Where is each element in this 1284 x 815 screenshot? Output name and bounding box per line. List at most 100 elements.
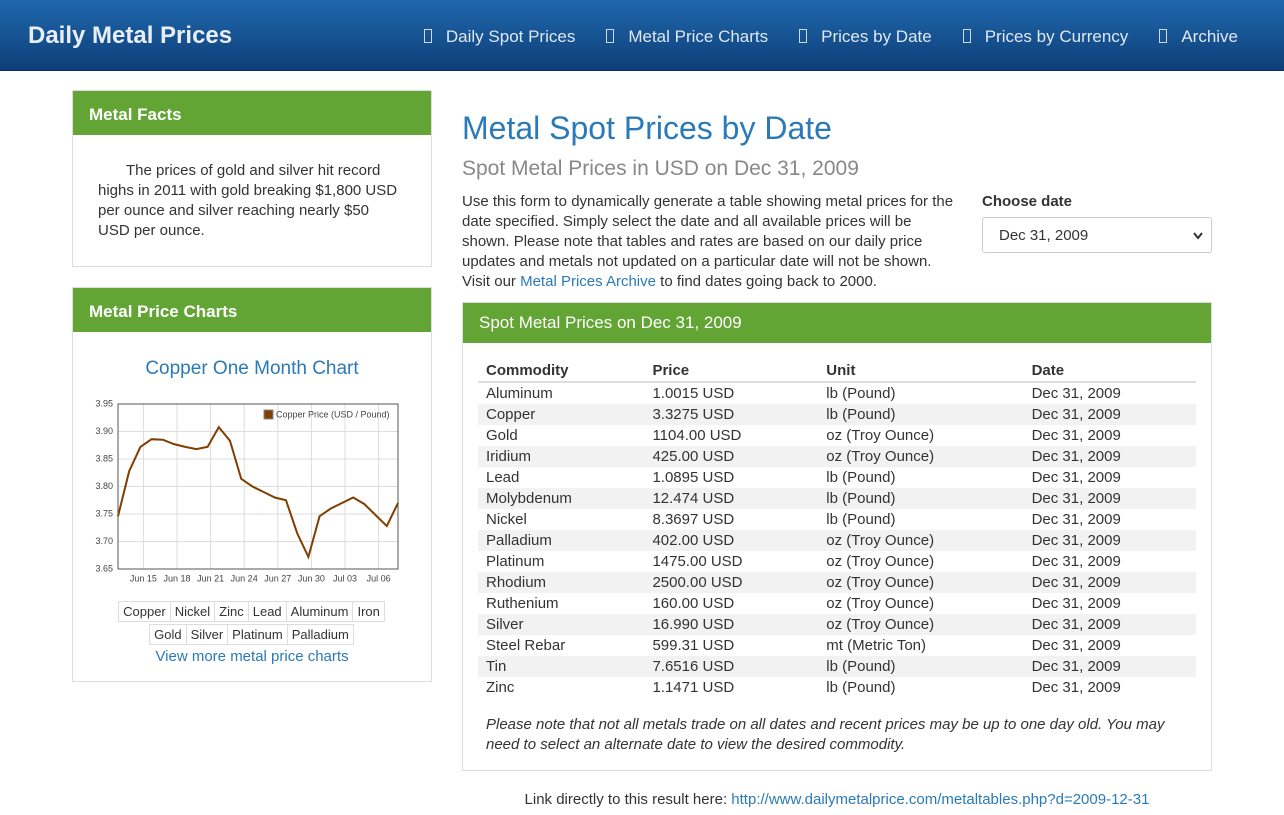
table-cell: 12.474 USD xyxy=(644,488,819,509)
y-tick-label: 3.80 xyxy=(95,481,113,491)
table-cell: Dec 31, 2009 xyxy=(1023,656,1196,677)
metal-button[interactable]: Palladium xyxy=(286,624,354,645)
nav-link[interactable]: Prices by Date xyxy=(799,27,932,47)
archive-link[interactable]: Metal Prices Archive xyxy=(520,273,656,290)
table-cell: oz (Troy Ounce) xyxy=(818,614,1024,635)
legend-label: Copper Price (USD / Pound) xyxy=(276,409,390,419)
table-cell: 1.0015 USD xyxy=(652,385,735,402)
nav-link[interactable]: Archive xyxy=(1159,27,1238,47)
table-cell: Aluminum xyxy=(486,385,553,402)
table-cell: Dec 31, 2009 xyxy=(1031,511,1121,528)
table-cell: Dec 31, 2009 xyxy=(1023,404,1196,425)
panel-title: Metal Price Charts xyxy=(73,288,431,332)
table-cell: Dec 31, 2009 xyxy=(1023,530,1196,551)
table-cell: Tin xyxy=(478,656,645,677)
y-tick-label: 3.70 xyxy=(95,536,113,546)
x-tick-label: Jun 15 xyxy=(130,573,157,583)
table-row: Nickel 8.3697 USD lb (Pound) Dec 31, 2009 xyxy=(478,509,1196,530)
table-cell: Dec 31, 2009 xyxy=(1031,637,1121,654)
y-tick-label: 3.95 xyxy=(95,398,113,408)
table-cell: lb (Pound) xyxy=(826,469,896,486)
intro-text: to find dates going back to 2000. xyxy=(655,273,877,290)
table-cell: Iridium xyxy=(478,446,645,467)
table-row: Tin 7.6516 USD lb (Pound) Dec 31, 2009 xyxy=(478,656,1196,677)
metal-button[interactable]: Silver xyxy=(185,624,229,645)
table-cell: oz (Troy Ounce) xyxy=(818,446,1024,467)
direct-link-line: Link directly to this result here: http:… xyxy=(462,791,1212,808)
table-row: Silver 16.990 USD oz (Troy Ounce) Dec 31, 2… xyxy=(478,614,1196,635)
result-panel: Spot Metal Prices on Dec 31, 2009 Commod… xyxy=(462,302,1212,771)
date-select[interactable]: Dec 31, 2009 xyxy=(982,217,1212,253)
metal-button[interactable]: Gold xyxy=(149,624,187,645)
direct-url[interactable]: http://www.dailymetalprice.com/metaltabl… xyxy=(731,791,1150,808)
table-cell: Copper xyxy=(478,404,645,425)
table-cell: mt (Metric Ton) xyxy=(826,637,927,654)
metal-button[interactable]: Aluminum xyxy=(285,601,354,622)
table-cell: Dec 31, 2009 xyxy=(1023,446,1196,467)
table-cell: Lead xyxy=(486,469,520,486)
table-cell: 425.00 USD xyxy=(644,446,819,467)
direct-label: Link directly to this result here: xyxy=(524,791,728,808)
table-cell: lb (Pound) xyxy=(818,656,1024,677)
table-row: Lead 1.0895 USD lb (Pound) Dec 31, 2009 xyxy=(478,467,1196,488)
metal-button[interactable]: Lead xyxy=(247,601,287,622)
table-cell: 160.00 USD xyxy=(652,595,735,612)
x-tick-label: Jun 18 xyxy=(163,573,190,583)
table-cell: Dec 31, 2009 xyxy=(1031,427,1121,444)
table-cell: oz (Troy Ounce) xyxy=(826,553,935,570)
table-cell: Nickel xyxy=(486,511,527,528)
y-tick-label: 3.75 xyxy=(95,508,113,518)
table-cell: Dec 31, 2009 xyxy=(1023,572,1196,593)
panel-title: Spot Metal Prices on Dec 31, 2009 xyxy=(463,303,1211,343)
nav-link[interactable]: Daily Spot Prices xyxy=(424,27,575,47)
table-cell: 3.3275 USD xyxy=(644,404,819,425)
x-tick-label: Jul 06 xyxy=(367,573,391,583)
metal-button[interactable]: Platinum xyxy=(227,624,288,645)
y-tick-label: 3.90 xyxy=(95,426,113,436)
table-cell: oz (Troy Ounce) xyxy=(818,530,1024,551)
metal-button[interactable]: Zinc xyxy=(214,601,249,622)
table-cell: Dec 31, 2009 xyxy=(1031,595,1121,612)
table-cell: lb (Pound) xyxy=(826,511,896,528)
brand[interactable]: Daily Metal Prices xyxy=(28,22,233,49)
date-value: Dec 31, 2009 xyxy=(999,227,1089,244)
date-label: Choose date xyxy=(982,193,1073,210)
table-cell: 402.00 USD xyxy=(644,530,819,551)
table-row: Iridium 425.00 USD oz (Troy Ounce) Dec 31, … xyxy=(478,446,1196,467)
table-cell: oz (Troy Ounce) xyxy=(826,595,935,612)
column-header: Date xyxy=(1023,359,1196,383)
table-cell: Molybdenum xyxy=(478,488,645,509)
nav-link[interactable]: Metal Price Charts xyxy=(606,27,768,47)
chart: 3.65 3.70 3.75 3.80 3.85 3.90 3.95 Jun 15 Jun 18… xyxy=(95,398,399,583)
panel-title: Metal Facts xyxy=(73,91,431,135)
y-tick-label: 3.65 xyxy=(95,563,113,573)
table-cell: Platinum xyxy=(486,553,545,570)
table-cell: Palladium xyxy=(478,530,645,551)
table-row: Gold 1104.00 USD oz (Troy Ounce) Dec 31, 20… xyxy=(478,425,1196,446)
price-table: Commodity Price Unit Date Aluminum 1.0015 USD… xyxy=(478,359,1196,698)
table-cell: lb (Pound) xyxy=(826,679,896,696)
x-tick-label: Jun 24 xyxy=(231,573,258,583)
metal-button[interactable]: Nickel xyxy=(169,601,216,622)
table-cell: Rhodium xyxy=(478,572,645,593)
table-cell: oz (Troy Ounce) xyxy=(826,427,935,444)
table-cell: Dec 31, 2009 xyxy=(1031,385,1121,402)
x-tick-label: Jun 21 xyxy=(197,573,224,583)
page-title: Metal Spot Prices by Date xyxy=(462,110,832,146)
table-cell: oz (Troy Ounce) xyxy=(818,572,1024,593)
column-header: Commodity xyxy=(478,359,645,383)
column-header: Price xyxy=(644,359,819,383)
table-row: Palladium 402.00 USD oz (Troy Ounce) Dec 31… xyxy=(478,530,1196,551)
charts-panel: Metal Price Charts Copper One Month Char… xyxy=(72,287,432,682)
line xyxy=(117,425,399,560)
table-cell: 1104.00 USD xyxy=(652,427,742,444)
nav-link[interactable]: Prices by Currency xyxy=(963,27,1129,47)
table-cell: lb (Pound) xyxy=(818,488,1024,509)
metal-button[interactable]: Copper xyxy=(118,601,171,622)
table-cell: 16.990 USD xyxy=(644,614,819,635)
more-link[interactable]: View more metal price charts xyxy=(155,648,349,665)
plot-frame xyxy=(117,403,399,570)
metal-button[interactable]: Iron xyxy=(352,601,385,622)
x-tick-label: Jun 30 xyxy=(298,573,325,583)
table-cell: Gold xyxy=(486,427,518,444)
